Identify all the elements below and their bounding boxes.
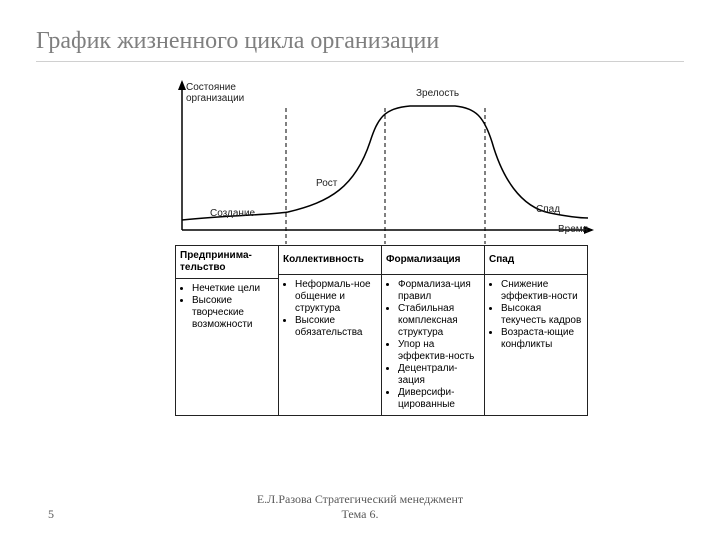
lifecycle-figure: Состояниеорганизации Время Создание Рост З… (120, 72, 600, 416)
footer: 5 Е.Л.Разова Стратегический менеджмент Т… (0, 492, 720, 522)
item-1-1: Высокие обязательства (295, 315, 377, 339)
col-head-1: Коллективность (279, 245, 381, 275)
col-1: КоллективностьНеформаль-ное общение и ст… (279, 245, 382, 415)
page-title: График жизненного цикла организации (0, 0, 720, 61)
stage-label-1: Рост (316, 178, 337, 189)
x-axis-label: Время (558, 224, 588, 235)
item-3-0: Снижение эффектив-ности (501, 279, 583, 303)
stage-label-2: Зрелость (416, 88, 459, 99)
item-2-0: Формализа-ция правил (398, 279, 480, 303)
page-number: 5 (48, 507, 54, 522)
col-3: СпадСнижение эффектив-ностиВысокая текуч… (485, 245, 587, 415)
col-head-2: Формализация (382, 245, 484, 275)
title-divider (36, 61, 684, 62)
y-axis-label: Состояниеорганизации (186, 82, 244, 104)
col-0: Предпринима-тельствоНечеткие целиВысокие… (176, 245, 279, 415)
col-body-0: Нечеткие целиВысокие творческие возможно… (176, 279, 278, 335)
item-2-1: Стабильная комплексная структура (398, 303, 480, 339)
footer-text: Е.Л.Разова Стратегический менеджмент Тем… (0, 492, 720, 522)
col-2: ФормализацияФормализа-ция правилСтабильн… (382, 245, 485, 415)
footer-line1: Е.Л.Разова Стратегический менеджмент (257, 492, 463, 506)
item-3-1: Высокая текучесть кадров (501, 303, 583, 327)
item-1-0: Неформаль-ное общение и структура (295, 279, 377, 315)
col-head-3: Спад (485, 245, 587, 275)
item-0-1: Высокие творческие возможности (192, 295, 274, 331)
col-body-3: Снижение эффектив-ностиВысокая текучесть… (485, 275, 587, 355)
item-2-3: Децентрали-зация (398, 363, 480, 387)
stage-label-0: Создание (210, 208, 255, 219)
footer-line2: Тема 6. (341, 507, 378, 521)
chart-area: Состояниеорганизации Время Создание Рост З… (120, 72, 600, 247)
stages-table: Предпринима-тельствоНечеткие целиВысокие… (175, 245, 588, 416)
stage-label-3: Спад (536, 204, 560, 215)
col-body-2: Формализа-ция правилСтабильная комплексн… (382, 275, 484, 415)
col-body-1: Неформаль-ное общение и структураВысокие… (279, 275, 381, 343)
item-3-2: Возраста-ющие конфликты (501, 327, 583, 351)
item-0-0: Нечеткие цели (192, 283, 274, 295)
item-2-4: Диверсифи-цированные (398, 387, 480, 411)
item-2-2: Упор на эффектив-ность (398, 339, 480, 363)
col-head-0: Предпринима-тельство (176, 245, 278, 279)
